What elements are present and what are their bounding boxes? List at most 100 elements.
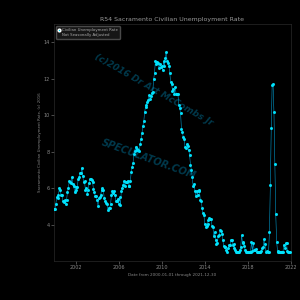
Point	[220, 232, 224, 237]
Point	[218, 228, 223, 233]
Point	[94, 194, 99, 198]
Point	[62, 198, 67, 203]
Point	[229, 238, 234, 242]
Point	[93, 194, 98, 199]
Point	[210, 223, 214, 228]
Point	[124, 180, 129, 184]
Point	[134, 148, 139, 153]
Point	[110, 188, 115, 193]
Point	[181, 135, 186, 140]
Point	[144, 102, 149, 107]
Point	[127, 183, 132, 188]
Point	[254, 247, 258, 251]
Point	[99, 188, 104, 192]
Point	[73, 188, 78, 192]
Point	[288, 250, 292, 254]
Point	[186, 147, 191, 152]
Point	[174, 91, 178, 96]
Point	[222, 245, 227, 250]
Point	[221, 244, 226, 248]
Point	[122, 178, 126, 183]
Point	[80, 165, 84, 170]
Point	[193, 188, 197, 193]
Point	[257, 250, 262, 254]
Point	[183, 145, 188, 149]
Point	[55, 196, 60, 200]
Point	[150, 89, 155, 94]
Point	[260, 246, 265, 250]
Point	[118, 202, 123, 207]
Point	[163, 55, 168, 60]
Point	[153, 58, 158, 63]
Point	[258, 250, 263, 254]
Point	[236, 250, 241, 254]
Point	[148, 94, 153, 98]
Point	[228, 243, 232, 248]
Point	[74, 184, 79, 189]
Point	[132, 149, 137, 154]
Point	[107, 205, 112, 210]
Point	[251, 240, 256, 245]
Point	[182, 137, 187, 142]
Point	[75, 184, 80, 189]
Point	[219, 229, 224, 233]
Point	[122, 184, 127, 188]
Point	[56, 192, 61, 197]
Point	[231, 242, 236, 246]
Point	[53, 202, 58, 206]
Point	[63, 202, 68, 207]
Point	[194, 188, 199, 193]
Point	[176, 103, 181, 107]
Point	[172, 91, 177, 96]
Point	[268, 182, 273, 187]
Point	[129, 170, 134, 175]
Point	[227, 242, 232, 247]
Point	[200, 206, 205, 211]
Point	[213, 237, 218, 242]
Point	[54, 195, 59, 200]
Point	[80, 173, 85, 178]
Point	[199, 198, 204, 203]
Point	[76, 176, 81, 181]
Point	[104, 201, 109, 206]
Point	[147, 93, 152, 98]
Point	[286, 250, 291, 254]
Point	[276, 250, 281, 254]
Point	[154, 62, 159, 67]
Point	[114, 198, 119, 203]
Point	[98, 195, 102, 200]
Point	[61, 200, 66, 205]
Point	[108, 202, 113, 207]
Point	[57, 185, 62, 190]
Point	[190, 175, 195, 180]
Point	[242, 243, 247, 248]
Point	[280, 250, 284, 254]
Y-axis label: Sacramento Civilian Unemployment Rate, (c) 2016: Sacramento Civilian Unemployment Rate, (…	[38, 93, 42, 192]
Point	[155, 59, 160, 64]
Point	[97, 196, 101, 200]
Point	[111, 191, 116, 196]
Point	[214, 241, 219, 246]
Point	[109, 193, 114, 197]
Point	[135, 147, 140, 152]
Point	[250, 248, 255, 253]
Point	[229, 238, 233, 242]
Point	[60, 193, 64, 198]
Point	[203, 224, 208, 229]
Point	[159, 64, 164, 69]
Point	[117, 195, 122, 200]
Point	[216, 233, 221, 238]
Point	[65, 190, 70, 194]
Point	[215, 240, 220, 245]
Point	[158, 64, 163, 69]
Point	[280, 250, 285, 254]
Point	[223, 245, 228, 250]
Point	[142, 110, 147, 114]
Point	[212, 230, 217, 234]
Point	[160, 68, 165, 73]
Point	[79, 171, 83, 176]
Point	[103, 199, 108, 203]
Point	[272, 110, 276, 115]
Point	[283, 241, 288, 246]
Point	[130, 165, 134, 170]
